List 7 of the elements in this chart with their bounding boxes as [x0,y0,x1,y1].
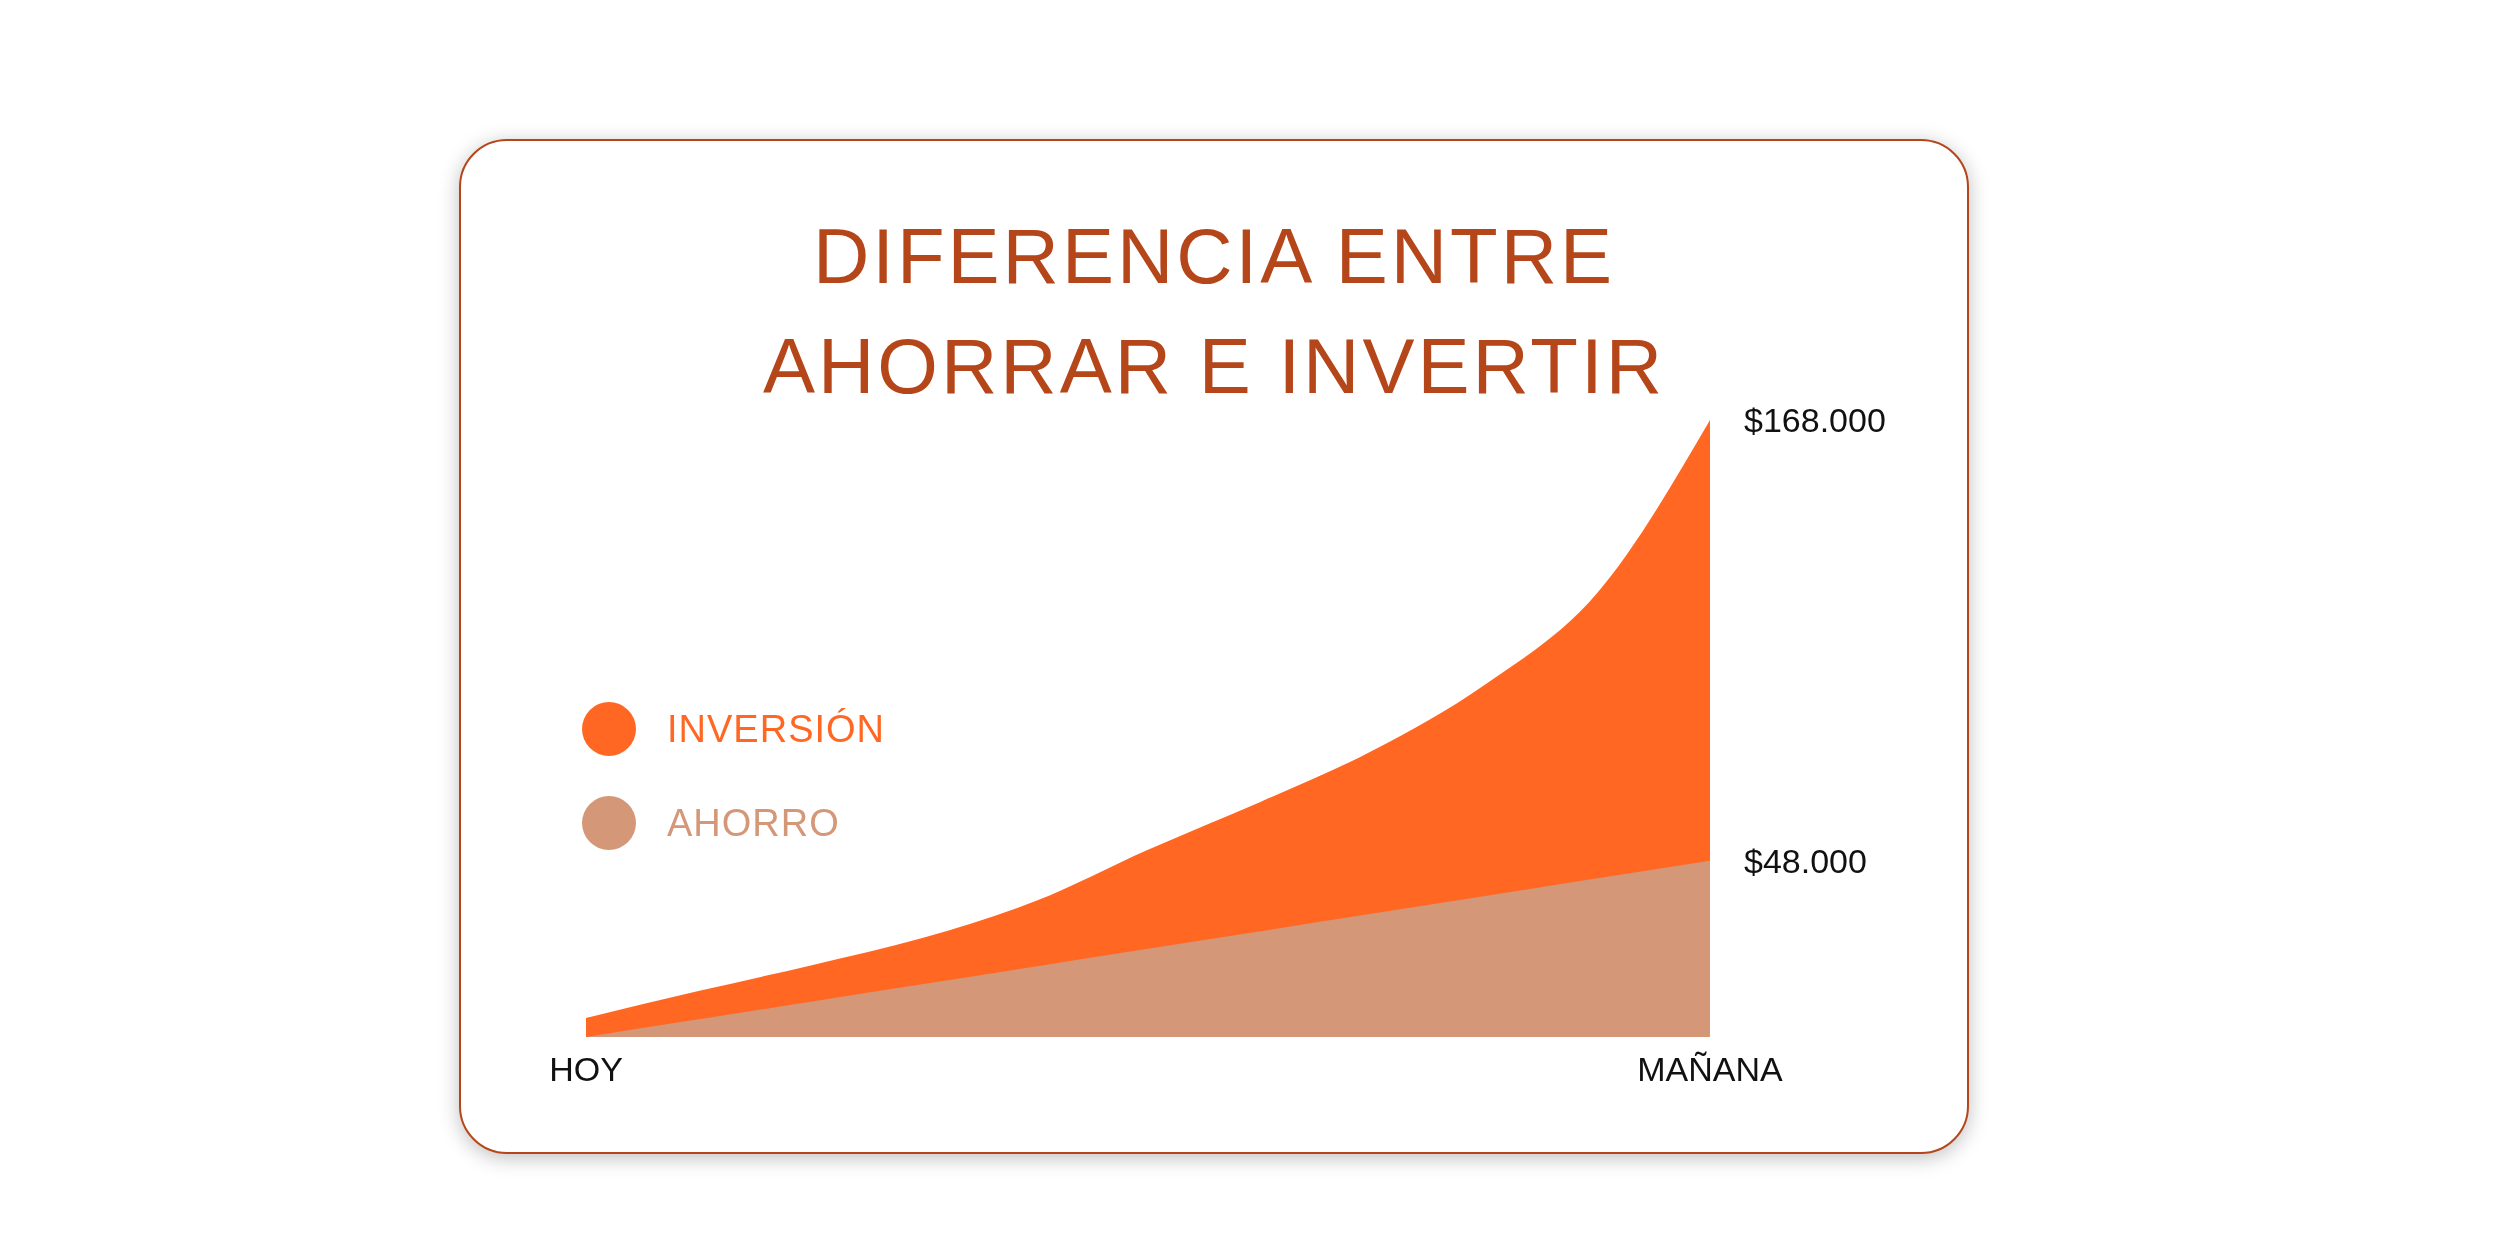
legend-label: INVERSIÓN [667,707,886,751]
y-tick-label: $48.000 [1744,841,1867,880]
x-tick-label: MAÑANA [1637,1050,1784,1089]
y-tick-label: $168.000 [1744,401,1886,440]
x-tick-label: HOY [549,1050,623,1089]
chart-title: DIFERENCIA ENTRE AHORRAR E INVERTIR [762,211,1666,412]
legend-label: AHORRO [667,801,840,845]
